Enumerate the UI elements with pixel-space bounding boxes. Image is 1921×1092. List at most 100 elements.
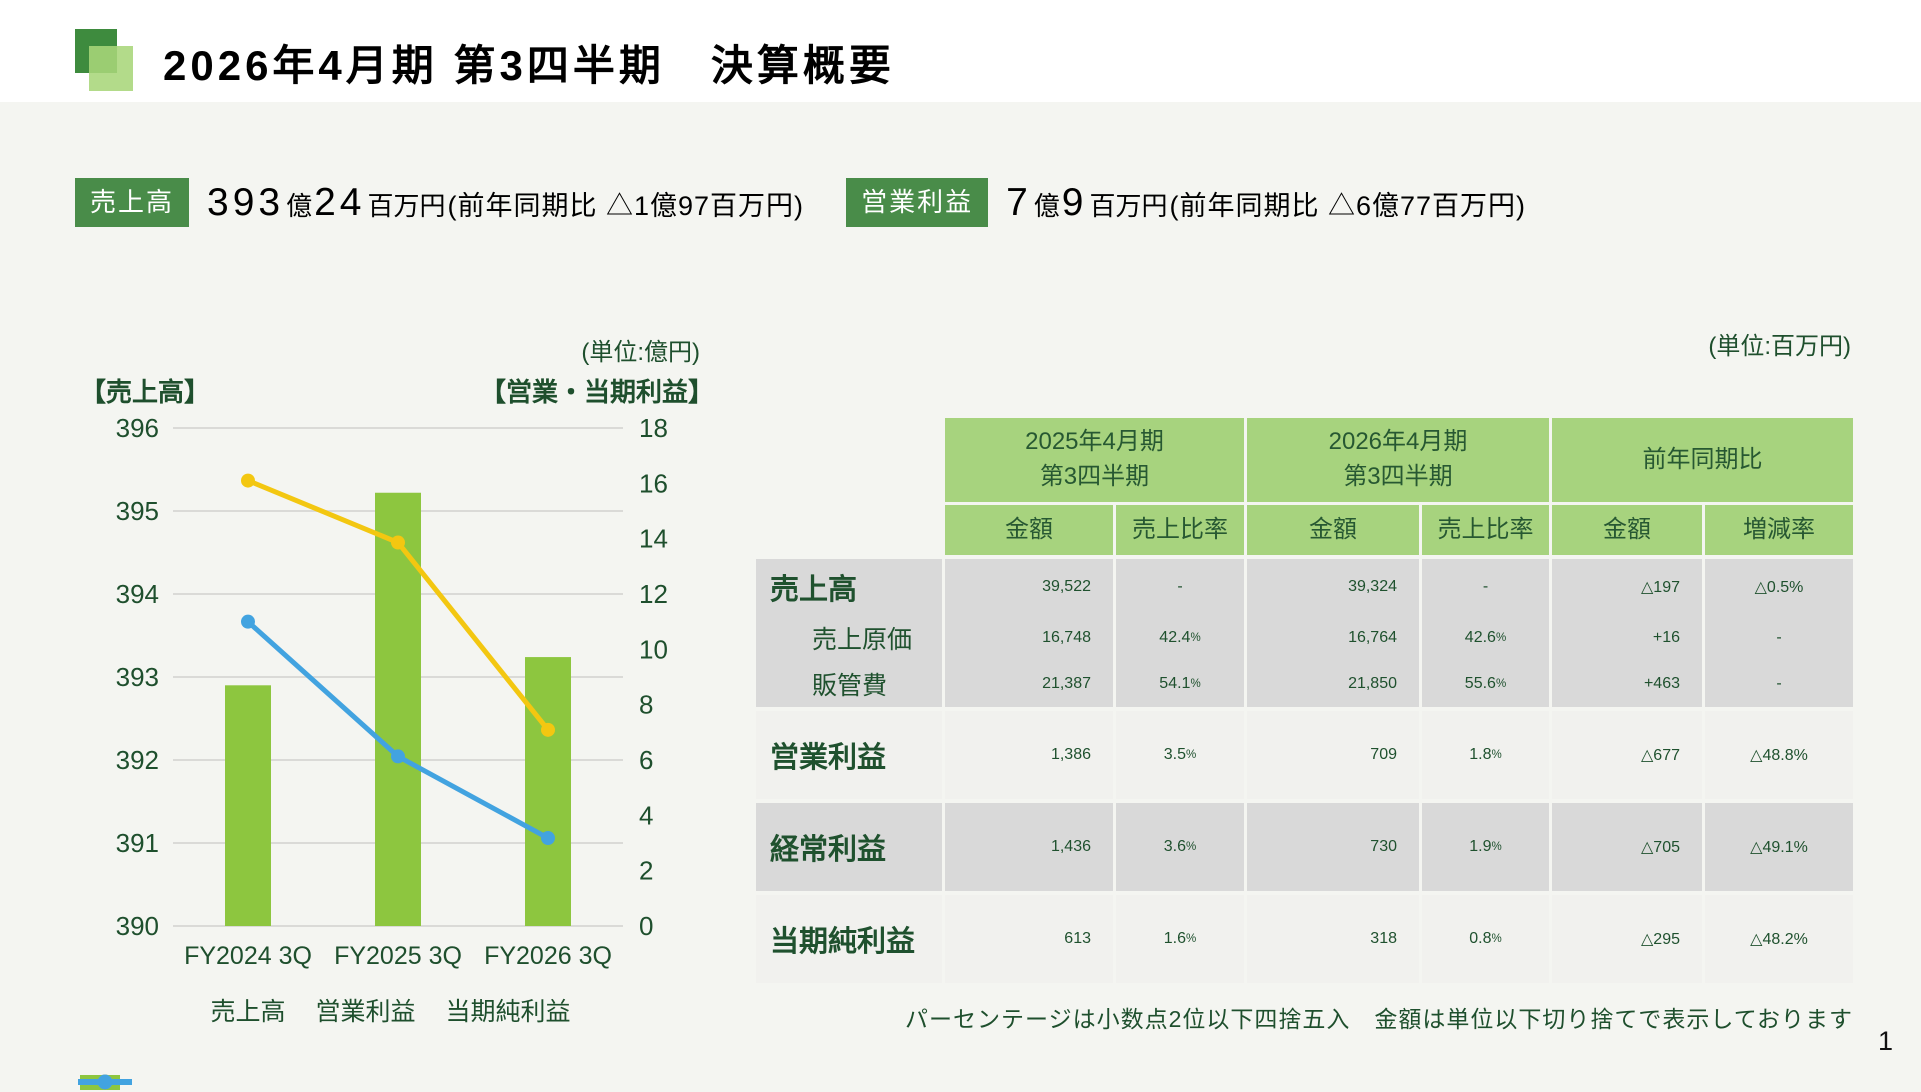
table-cell: 0.8% [1422,895,1549,983]
table-cell: - [1116,559,1244,615]
table-cell: 54.1% [1116,661,1244,707]
svg-text:18: 18 [639,413,668,443]
table-row-group: 営業利益 1,386 3.5% 709 1.8% △677 △48.8% [756,711,1853,799]
table-cell: 709 [1247,711,1419,799]
svg-text:395: 395 [116,496,159,526]
legend-label: 営業利益 [315,998,416,1026]
legend-label: 当期純利益 [445,998,571,1026]
legend-item: 営業利益 [78,992,416,1090]
legend-item: 売上高 [80,992,286,1090]
table-header-cell-empty [756,418,942,502]
table-unit-note: (単位:百万円) [1708,333,1851,360]
table-row-label: 営業利益 [756,711,942,799]
table-cell: 42.6% [1422,615,1549,661]
svg-text:393: 393 [116,662,159,692]
table-header-row: 2025年4月期 第3四半期 2026年4月期 第3四半期 前年同期比 [756,418,1853,502]
svg-text:14: 14 [639,524,668,554]
header-band: 2026年4月期 第3四半期 決算概要 [0,0,1921,102]
left-axis-title: 【売上高】 [80,377,211,407]
table-cell: +16 [1552,615,1702,661]
svg-text:391: 391 [116,828,159,858]
table-cell: 1.6% [1116,895,1244,983]
table-cell: 55.6% [1422,661,1549,707]
table-cell: 613 [945,895,1113,983]
table-cell: △197 [1552,559,1702,615]
table-cell: 1,436 [945,803,1113,891]
metric-badge: 売上高 [75,178,190,227]
page-number: 1 [1877,1026,1893,1056]
table-cell: +463 [1552,661,1702,707]
table-cell: △677 [1552,711,1702,799]
right-axis-title: 【営業・当期利益】 [479,377,714,407]
metric-value-part: 24 [314,180,366,224]
table-cell: 42.4% [1116,615,1244,661]
metric-value-part: (前年同期比 △6億77百万円) [1169,190,1527,221]
table-cell: 1,386 [945,711,1113,799]
table-subheader-cell: 金額 [945,505,1113,555]
table-cell: 39,522 [945,559,1113,615]
table-subheader-cell: 売上比率 [1116,505,1244,555]
legend-label: 売上高 [210,998,286,1026]
table-cell: △295 [1552,895,1702,983]
table-cell: 39,324 [1247,559,1419,615]
metric-value-part: 百万円 [1089,190,1168,221]
svg-text:FY2024 3Q: FY2024 3Q [184,942,312,970]
svg-text:FY2026 3Q: FY2026 3Q [484,942,612,970]
table-row-label: 販管費 [756,661,942,707]
svg-text:12: 12 [639,579,668,609]
metric-value-part: (前年同期比 △1億97百万円) [447,190,805,221]
legend-item: 当期純利益 [78,992,571,1090]
metric-value-part: 393 [207,180,285,224]
svg-text:8: 8 [639,690,653,720]
company-logo [75,29,139,91]
metric-revenue: 売上高 393 億 24 百万円 (前年同期比 △1億97百万円) [75,178,804,227]
chart-unit-note: (単位:億円) [581,339,700,366]
chart-legend: 売上高 営業利益 当期純利益 [78,992,703,1090]
metric-badge: 営業利益 [846,178,989,227]
svg-text:396: 396 [116,413,159,443]
legend-line-swatch [78,1074,132,1090]
table-row-label: 売上原価 [756,615,942,661]
metric-value-part: 百万円 [367,190,446,221]
table-header-cell: 2025年4月期 第3四半期 [945,418,1244,502]
svg-text:394: 394 [116,579,159,609]
svg-text:16: 16 [639,468,668,498]
table-cell: - [1705,661,1853,707]
table-row-group: 当期純利益 613 1.6% 318 0.8% △295 △48.2% [756,895,1853,983]
table-row-label: 当期純利益 [756,895,942,983]
table-cell: 318 [1247,895,1419,983]
svg-text:6: 6 [639,745,653,775]
table-subheader-cell: 金額 [1552,505,1702,555]
metric-value-part: 億 [286,190,313,221]
svg-text:FY2025 3Q: FY2025 3Q [334,942,462,970]
table-header-cell: 2026年4月期 第3四半期 [1247,418,1549,502]
svg-text:390: 390 [116,911,159,941]
svg-text:4: 4 [639,800,653,830]
table-cell: 1.8% [1422,711,1549,799]
revenue-profit-chart: 390 391 392 393 394 395 396 0 2 4 6 8 10 12 14 16 18 FY20… [116,413,668,970]
table-cell: 730 [1247,803,1419,891]
table-cell: - [1705,615,1853,661]
metric-value-part: 億 [1033,190,1060,221]
table-cell: 3.6% [1116,803,1244,891]
page-title: 2026年4月期 第3四半期 決算概要 [163,42,895,89]
table-subheader-cell: 増減率 [1705,505,1853,555]
table-cell: △0.5% [1705,559,1853,615]
table-header-cell: 前年同期比 [1552,418,1853,502]
table-cell: △48.2% [1705,895,1853,983]
table-cell: △705 [1552,803,1702,891]
metric-value-part: 7 [1006,180,1032,224]
table-cell: △48.8% [1705,711,1853,799]
metric-operating-income: 営業利益 7 億 9 百万円 (前年同期比 △6億77百万円) [846,178,1526,227]
table-cell: 21,850 [1247,661,1419,707]
metric-value: 7 億 9 百万円 (前年同期比 △6億77百万円) [1006,181,1526,225]
table-cell: 21,387 [945,661,1113,707]
table-cell: 16,764 [1247,615,1419,661]
table-row-label: 経常利益 [756,803,942,891]
table-cell: 1.9% [1422,803,1549,891]
table-subheader-cell: 金額 [1247,505,1419,555]
table-cell: - [1422,559,1549,615]
metric-value: 393 億 24 百万円 (前年同期比 △1億97百万円) [207,181,804,225]
